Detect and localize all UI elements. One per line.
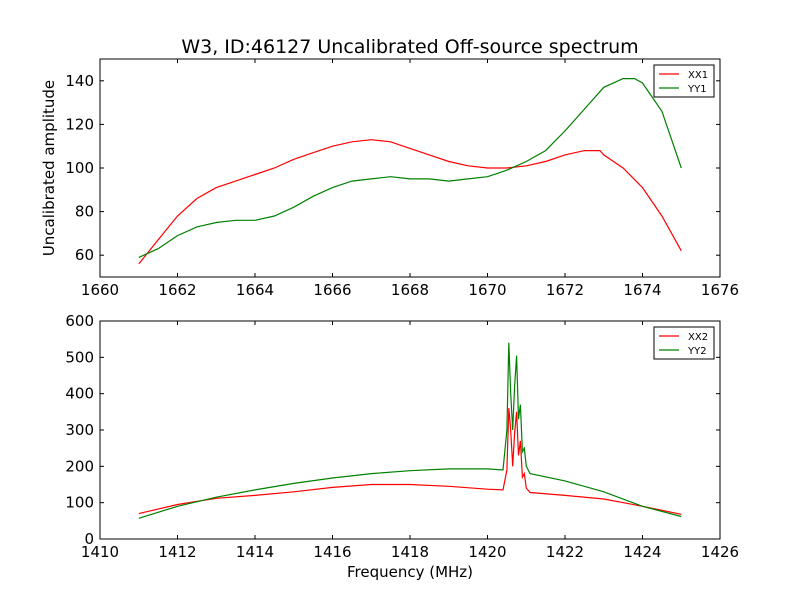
bottom-plot: 1410 1412 1414 1416 1418 1420 1422 1424 1426 0 100…	[65, 312, 739, 581]
x-tick-label: 1664	[236, 281, 274, 299]
x-tick-label: 1416	[313, 543, 351, 561]
x-tick-label: 1412	[158, 543, 196, 561]
x-tick-label: 1420	[468, 543, 506, 561]
legend-label-xx1: XX1	[688, 70, 708, 81]
x-tick-label: 1668	[391, 281, 429, 299]
y-tick-label: 140	[65, 72, 94, 90]
y-tick-label: 200	[65, 457, 94, 475]
axes-frame	[99, 320, 721, 540]
x-axis-label: Frequency (MHz)	[347, 563, 473, 581]
legend-label-xx2: XX2	[688, 332, 708, 343]
axes-frame	[99, 58, 721, 278]
y-tick-label: 80	[75, 203, 94, 221]
x-tick-label: 1426	[701, 543, 739, 561]
y-tick-label: 600	[65, 312, 94, 330]
series-line-yy1	[138, 77, 682, 258]
y-tick-label: 500	[65, 348, 94, 366]
legend-label-yy1: YY1	[687, 84, 707, 95]
series-line-xx2	[138, 408, 682, 515]
y-tick-label: 60	[75, 246, 94, 264]
x-tick-label: 1422	[546, 543, 584, 561]
x-tick-label: 1418	[391, 543, 429, 561]
x-tick-label: 1660	[81, 281, 119, 299]
legend-label-yy2: YY2	[687, 346, 707, 357]
x-tick-label: 1676	[701, 281, 739, 299]
y-axis-label: Uncalibrated amplitude	[40, 80, 58, 256]
y-tick-label: 100	[65, 159, 94, 177]
chart-title: W3, ID:46127 Uncalibrated Off-source spe…	[181, 36, 638, 58]
series-line-xx1	[138, 139, 682, 265]
x-tick-label: 1662	[158, 281, 196, 299]
x-tick-label: 1674	[623, 281, 661, 299]
top-plot: 1660 1662 1664 1666 1668 1670 1672 1674 1676 60 80…	[40, 36, 739, 299]
series-line-yy2	[138, 342, 682, 519]
x-tick-label: 1424	[623, 543, 661, 561]
x-tick-label: 1670	[468, 281, 506, 299]
y-tick-label: 400	[65, 385, 94, 403]
x-tick-label: 1410	[81, 543, 119, 561]
legend-box	[653, 64, 715, 98]
y-tick-label: 0	[84, 530, 94, 548]
legend-box	[653, 326, 715, 360]
x-tick-label: 1414	[236, 543, 274, 561]
y-tick-label: 120	[65, 115, 94, 133]
y-tick-label: 100	[65, 494, 94, 512]
y-tick-label: 300	[65, 421, 94, 439]
x-tick-label: 1672	[546, 281, 584, 299]
x-tick-label: 1666	[313, 281, 351, 299]
